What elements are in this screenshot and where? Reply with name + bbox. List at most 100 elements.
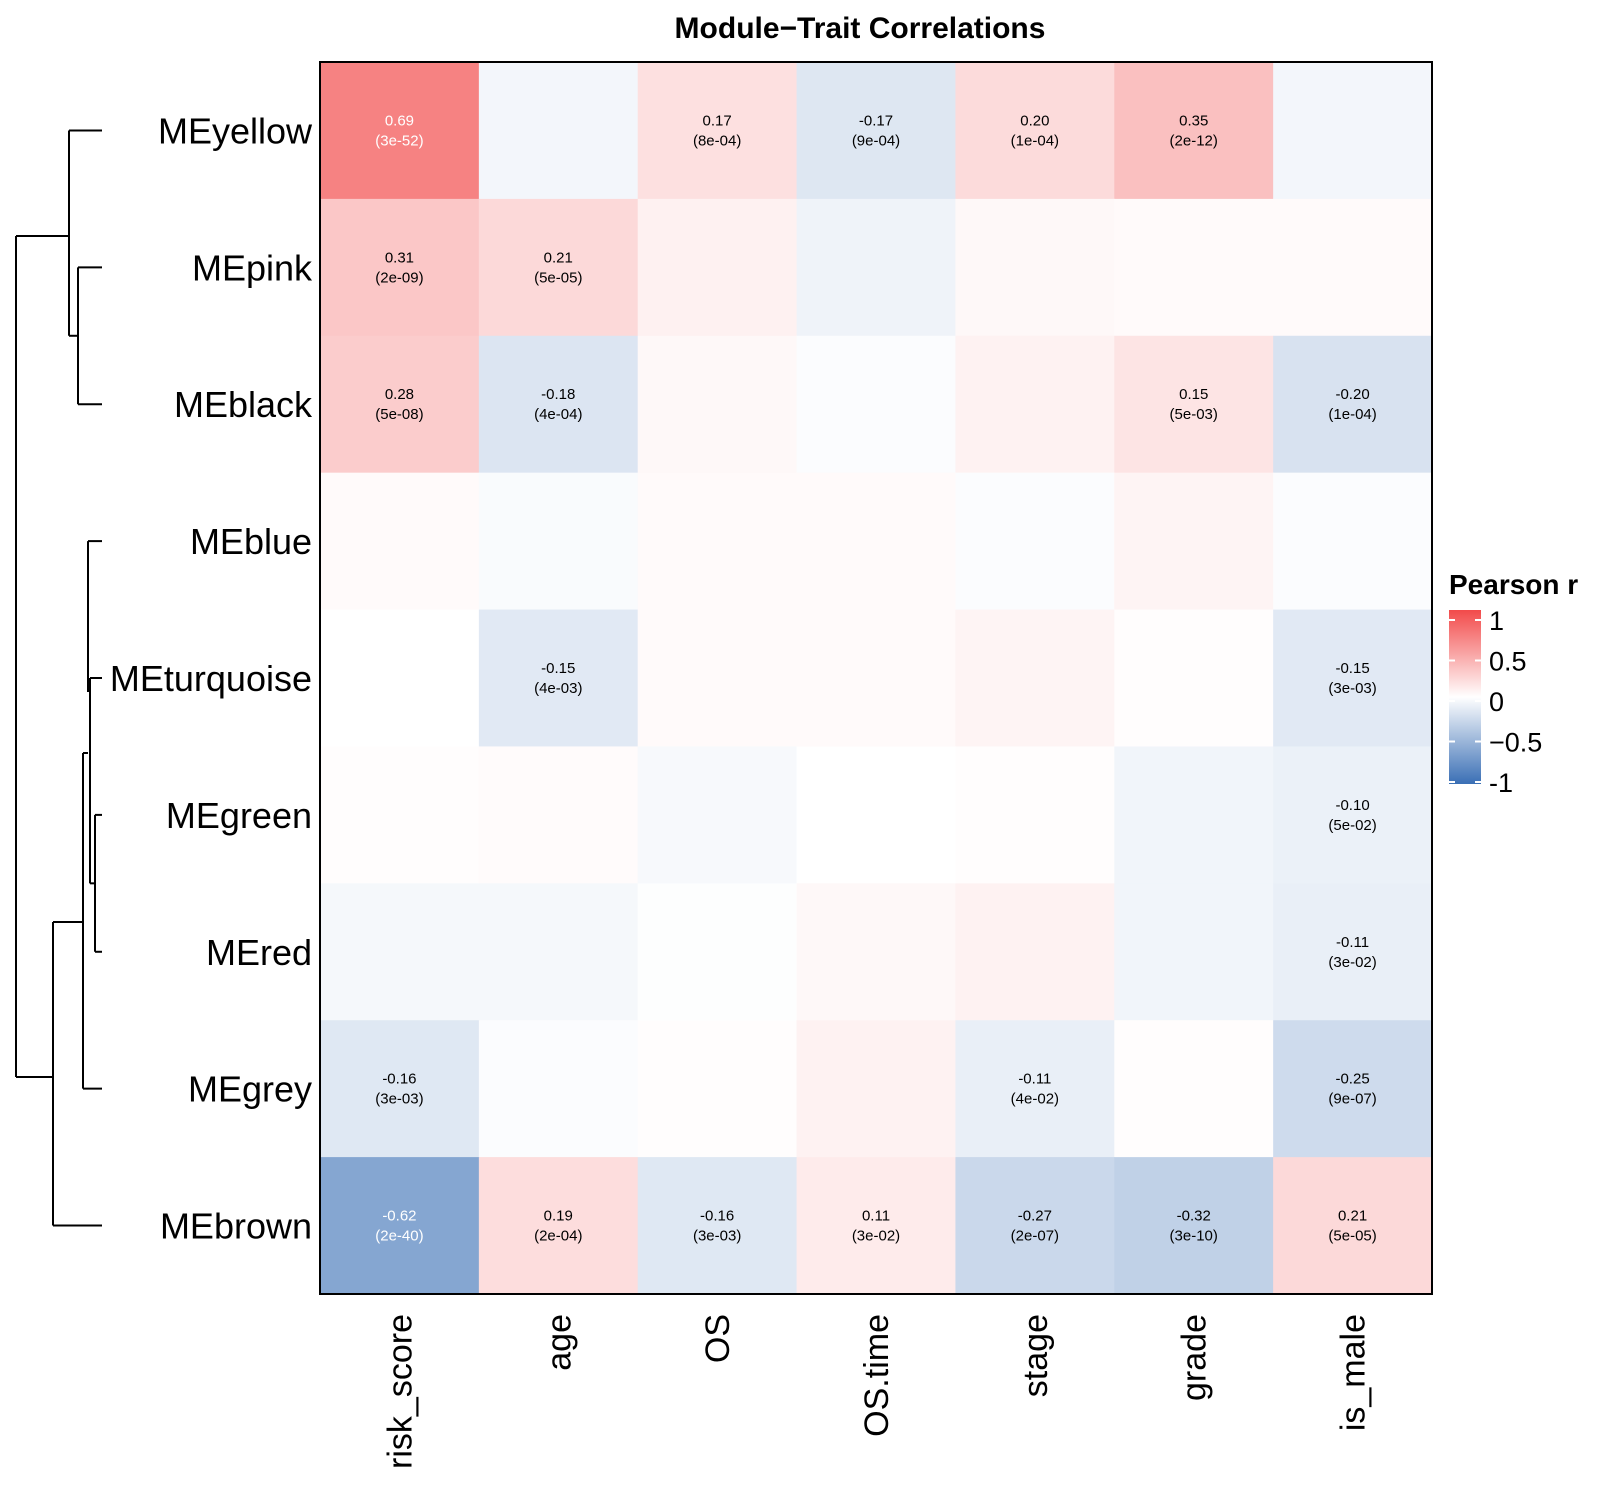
heatmap-cell-MEgrey-risk_score <box>320 1020 480 1158</box>
row-label-MEgrey: MEgrey <box>188 1069 312 1110</box>
heatmap-cell-MEpink-stage <box>955 198 1115 337</box>
cell-label-p: (4e-04) <box>534 406 582 423</box>
cell-label-p: (1e-04) <box>1011 132 1059 149</box>
cell-label-p: (3e-52) <box>375 132 423 149</box>
legend-colorbar <box>1449 610 1481 784</box>
heatmap-cell-MEred-grade <box>1114 883 1274 1021</box>
heatmap-cell-MEblue-OS <box>637 472 798 611</box>
heatmap-cell-MEpink-OS.time <box>796 198 957 337</box>
heatmap-cell-MEyellow-grade <box>1114 62 1274 200</box>
col-label-risk_score: risk_score <box>381 1314 419 1469</box>
heatmap-cell-MEred-age <box>478 883 639 1021</box>
heatmap-cell-MEgrey-stage <box>955 1020 1115 1158</box>
heatmap-cell-MEyellow-risk_score <box>320 62 480 200</box>
chart-title: Module−Trait Correlations <box>675 12 1046 45</box>
cell-label-p: (5e-03) <box>1170 406 1218 423</box>
col-label-grade: grade <box>1176 1314 1214 1401</box>
heatmap-cell-MEgrey-grade <box>1114 1020 1274 1158</box>
legend-tick-label: −0.5 <box>1489 728 1542 758</box>
cell-label-r: -0.20 <box>1335 386 1369 403</box>
heatmap-cell-MEgrey-is_male <box>1273 1020 1433 1158</box>
heatmap-cell-MEturquoise-OS <box>637 609 798 748</box>
heatmap-cell-MEblue-risk_score <box>320 472 480 611</box>
cell-label-r: 0.28 <box>385 386 414 403</box>
heatmap-cell-MEbrown-grade <box>1114 1157 1274 1295</box>
heatmap-cells: 0.69 (3e-52) 0.17 (8e-04) -0.17 (9e-04) 0.20 (1… <box>320 62 1433 1295</box>
legend-tick-label: 1 <box>1489 606 1504 636</box>
cell-label-p: (2e-04) <box>534 1228 582 1245</box>
heatmap-cell-MEpink-OS <box>637 198 798 337</box>
heatmap-cell-MEblue-grade <box>1114 472 1274 611</box>
heatmap-cell-MEbrown-is_male <box>1273 1157 1433 1295</box>
heatmap-cell-MEturquoise-grade <box>1114 609 1274 748</box>
cell-label-p: (1e-04) <box>1328 406 1376 423</box>
cell-label-p: (3e-03) <box>693 1228 741 1245</box>
row-label-MEblue: MEblue <box>190 521 312 562</box>
heatmap-cell-MEblack-stage <box>955 335 1115 474</box>
cell-label-p: (5e-05) <box>534 269 582 286</box>
heatmap-cell-MEyellow-age <box>478 62 639 200</box>
heatmap-cell-MEbrown-OS.time <box>796 1157 957 1295</box>
heatmap-cell-MEblack-OS.time <box>796 335 957 474</box>
heatmap-cell-MEturquoise-is_male <box>1273 609 1433 748</box>
heatmap-cell-MEgreen-OS <box>637 746 798 884</box>
heatmap-cell-MEblue-age <box>478 472 639 611</box>
cell-label-p: (5e-02) <box>1328 817 1376 834</box>
heatmap-cell-MEpink-grade <box>1114 198 1274 337</box>
row-label-MEturquoise: MEturquoise <box>110 658 312 699</box>
col-label-OS.time: OS.time <box>858 1314 896 1437</box>
cell-label-r: 0.11 <box>862 1208 890 1225</box>
cell-label-r: -0.25 <box>1335 1071 1369 1088</box>
cell-label-p: (2e-12) <box>1170 132 1218 149</box>
heatmap-cell-MEturquoise-stage <box>955 609 1115 748</box>
cell-label-r: 0.17 <box>703 112 732 129</box>
cell-label-r: -0.15 <box>1335 660 1369 677</box>
row-dendrogram <box>15 129 102 1227</box>
heatmap-cell-MEturquoise-OS.time <box>796 609 957 748</box>
cell-label-p: (4e-03) <box>534 680 582 697</box>
heatmap-cell-MEyellow-OS <box>637 62 798 200</box>
cell-label-p: (3e-02) <box>1328 954 1376 971</box>
cell-label-p: (3e-03) <box>1328 680 1376 697</box>
row-label-MEred: MEred <box>206 932 312 973</box>
cell-label-r: 0.21 <box>1338 1208 1367 1225</box>
heatmap-cell-MEgreen-stage <box>955 746 1115 884</box>
cell-label-p: (2e-40) <box>375 1228 423 1245</box>
cell-label-r: -0.11 <box>1018 1071 1051 1088</box>
cell-label-p: (2e-07) <box>1011 1228 1059 1245</box>
cell-label-r: 0.31 <box>385 249 414 266</box>
cell-label-r: 0.19 <box>544 1208 573 1225</box>
heatmap-cell-MEgrey-OS.time <box>796 1020 957 1158</box>
heatmap-cell-MEturquoise-risk_score <box>320 609 480 748</box>
cell-label-r: 0.35 <box>1179 112 1208 129</box>
cell-label-r: -0.17 <box>859 112 893 129</box>
col-label-age: age <box>540 1314 578 1371</box>
legend-title: Pearson r <box>1449 569 1578 600</box>
heatmap-cell-MEturquoise-age <box>478 609 639 748</box>
heatmap-cell-MEbrown-age <box>478 1157 639 1295</box>
heatmap-cell-MEgreen-is_male <box>1273 746 1433 884</box>
heatmap-cell-MEgreen-grade <box>1114 746 1274 884</box>
heatmap-cell-MEred-risk_score <box>320 883 480 1021</box>
cell-label-p: (9e-04) <box>852 132 900 149</box>
heatmap-cell-MEpink-is_male <box>1273 198 1433 337</box>
row-label-MEpink: MEpink <box>192 247 313 288</box>
heatmap-cell-MEred-is_male <box>1273 883 1433 1021</box>
cell-label-p: (5e-05) <box>1328 1228 1376 1245</box>
cell-label-r: 0.15 <box>1179 386 1208 403</box>
cell-label-r: -0.16 <box>700 1208 734 1225</box>
heatmap-cell-MEblack-risk_score <box>320 335 480 474</box>
heatmap-cell-MEblack-grade <box>1114 335 1274 474</box>
heatmap-cell-MEbrown-OS <box>637 1157 798 1295</box>
cell-label-p: (3e-03) <box>375 1091 423 1108</box>
cell-label-r: -0.16 <box>382 1071 416 1088</box>
row-label-MEgreen: MEgreen <box>166 795 312 836</box>
heatmap-cell-MEbrown-stage <box>955 1157 1115 1295</box>
legend-ticks: 1 0.5 0 −0.5 -1 <box>1449 606 1542 798</box>
heatmap-cell-MEyellow-OS.time <box>796 62 957 200</box>
row-label-MEyellow: MEyellow <box>158 110 313 151</box>
heatmap-cell-MEpink-risk_score <box>320 198 480 337</box>
cell-label-p: (4e-02) <box>1011 1091 1059 1108</box>
col-label-is_male: is_male <box>1335 1314 1373 1431</box>
col-label-OS: OS <box>699 1314 737 1363</box>
